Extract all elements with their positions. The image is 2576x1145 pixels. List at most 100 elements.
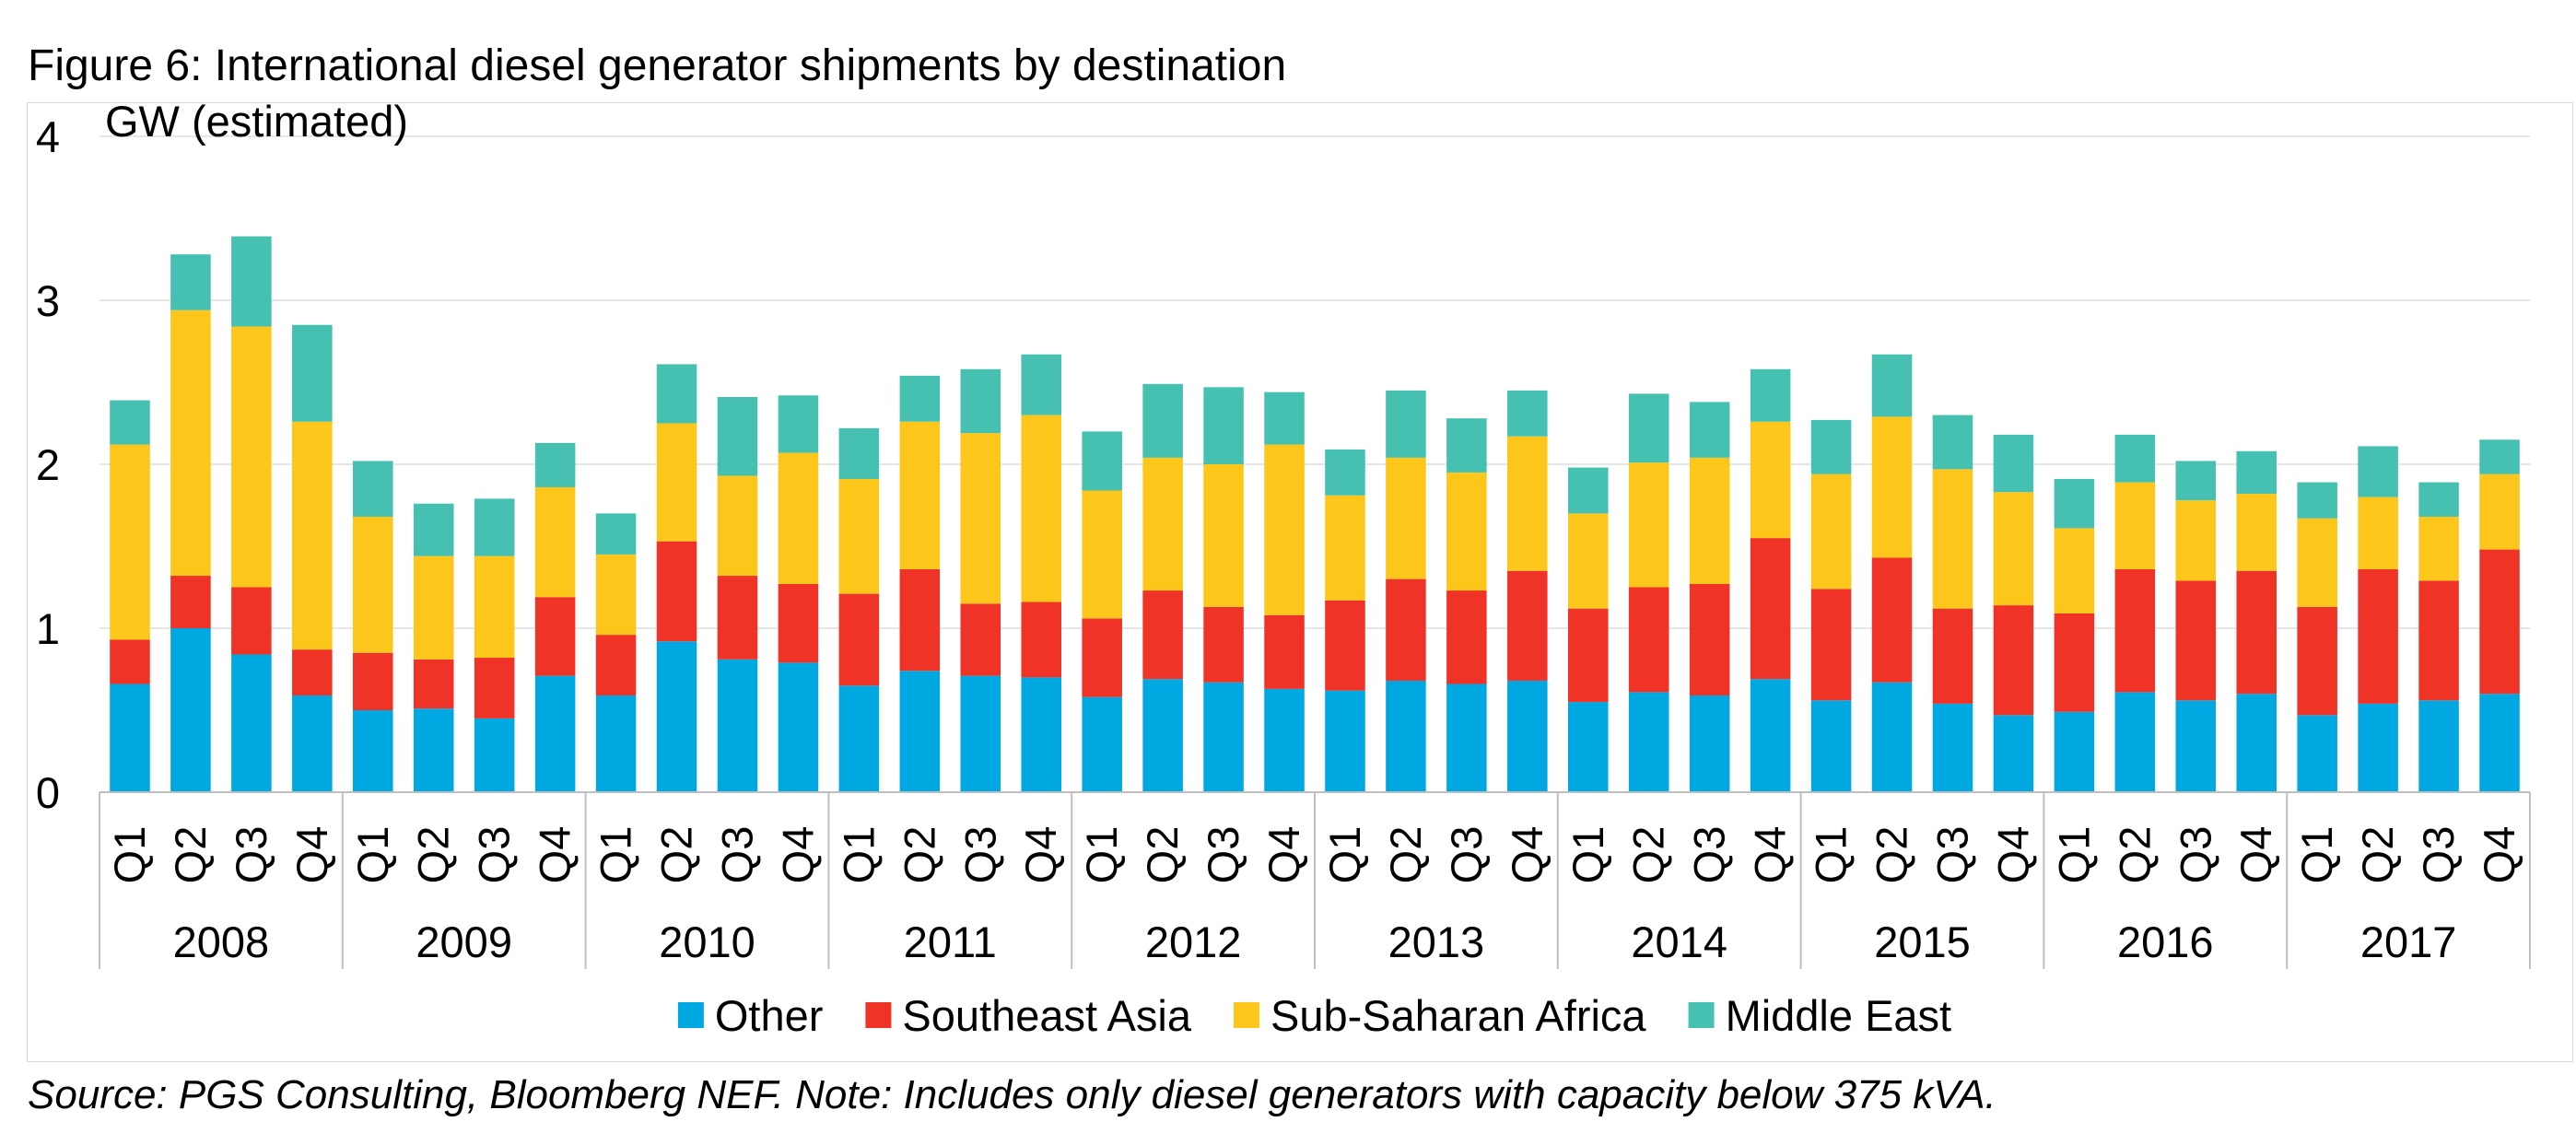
x-tick-label-5: Q1	[348, 826, 397, 884]
bar-southeast-asia-1	[110, 639, 150, 684]
bar-middle-east-18	[1142, 383, 1183, 458]
bar-southeast-asia-17	[1082, 618, 1122, 697]
x-tick-label-12: Q4	[773, 826, 822, 884]
x-tick-label-27: Q3	[1685, 826, 1734, 884]
bar-sub-saharan-africa-16	[1021, 415, 1061, 602]
bar-other-36	[2236, 694, 2277, 792]
bar-sub-saharan-africa-9	[595, 554, 637, 636]
year-label-2017: 2017	[2360, 917, 2457, 966]
bar-sub-saharan-africa-38	[2358, 497, 2398, 569]
bar-middle-east-37	[2297, 482, 2337, 519]
bar-middle-east-38	[2358, 446, 2398, 497]
x-tick-label-9: Q1	[591, 826, 640, 884]
bar-other-15	[960, 675, 1001, 792]
bar-sub-saharan-africa-13	[838, 479, 880, 594]
bar-middle-east-39	[2418, 482, 2459, 517]
bar-other-33	[2054, 711, 2095, 792]
x-tick-label-32: Q4	[1988, 826, 2037, 884]
legend-label-southeast-asia: Southeast Asia	[902, 991, 1191, 1040]
year-label-2014: 2014	[1631, 917, 1727, 966]
bar-other-37	[2297, 715, 2337, 792]
bar-middle-east-11	[717, 397, 758, 476]
bar-other-3	[231, 654, 272, 792]
bar-middle-east-28	[1750, 368, 1791, 422]
x-tick-label-36: Q4	[2231, 826, 2280, 884]
legend-label-other: Other	[715, 991, 824, 1040]
bar-middle-east-23	[1446, 418, 1487, 473]
x-tick-label-40: Q4	[2475, 826, 2523, 884]
x-tick-label-38: Q2	[2353, 826, 2402, 884]
bar-sub-saharan-africa-17	[1082, 490, 1122, 619]
x-tick-label-11: Q3	[712, 826, 761, 884]
x-tick-label-29: Q1	[1807, 826, 1856, 884]
bar-sub-saharan-africa-27	[1689, 457, 1730, 584]
x-tick-label-7: Q3	[470, 826, 519, 884]
source-note: Source: PGS Consulting, Bloomberg NEF. N…	[28, 1072, 1996, 1117]
bar-sub-saharan-africa-18	[1142, 457, 1183, 591]
x-tick-label-16: Q4	[1016, 826, 1065, 884]
bar-sub-saharan-africa-1	[110, 444, 150, 640]
bar-southeast-asia-27	[1689, 583, 1730, 695]
x-tick-label-4: Q4	[287, 826, 336, 884]
bar-southeast-asia-19	[1203, 606, 1244, 683]
bar-sub-saharan-africa-26	[1628, 462, 1669, 588]
bar-other-22	[1386, 680, 1426, 792]
bar-other-12	[778, 662, 819, 792]
bar-sub-saharan-africa-33	[2054, 528, 2095, 613]
chart-frame	[27, 102, 2573, 1062]
bar-sub-saharan-africa-21	[1325, 495, 1365, 601]
bar-other-20	[1264, 688, 1305, 792]
bar-middle-east-2	[170, 254, 211, 310]
bar-southeast-asia-3	[231, 587, 272, 655]
bar-southeast-asia-26	[1628, 587, 1669, 693]
y-tick-label-1: 1	[36, 604, 60, 653]
bar-southeast-asia-15	[960, 603, 1001, 676]
bar-sub-saharan-africa-8	[534, 486, 576, 598]
bar-middle-east-20	[1264, 391, 1305, 445]
x-tick-label-28: Q4	[1746, 826, 1795, 884]
bar-middle-east-17	[1082, 431, 1122, 491]
bar-southeast-asia-11	[717, 576, 758, 660]
bar-other-9	[595, 695, 637, 792]
y-tick-label-3: 3	[36, 276, 60, 325]
bar-middle-east-5	[353, 461, 393, 517]
year-label-2009: 2009	[416, 917, 512, 966]
bar-southeast-asia-21	[1325, 600, 1365, 691]
bar-middle-east-40	[2479, 439, 2520, 474]
chart-title: Figure 6: International diesel generator…	[28, 41, 1287, 90]
bar-series	[110, 236, 2520, 792]
bar-sub-saharan-africa-37	[2297, 518, 2337, 607]
legend: Other Southeast Asia Sub-Saharan Africa Mid…	[677, 991, 1951, 1040]
year-label-2015: 2015	[1874, 917, 1971, 966]
bar-southeast-asia-25	[1568, 608, 1609, 703]
bar-southeast-asia-38	[2358, 568, 2398, 704]
bar-middle-east-30	[1871, 354, 1913, 417]
x-tick-label-21: Q1	[1320, 826, 1369, 884]
x-tick-label-30: Q2	[1868, 826, 1916, 884]
bar-other-8	[534, 675, 576, 792]
bar-sub-saharan-africa-28	[1750, 421, 1791, 539]
bar-sub-saharan-africa-31	[1932, 469, 1973, 609]
bar-other-32	[1993, 715, 2034, 792]
bar-southeast-asia-40	[2479, 549, 2520, 695]
bar-other-19	[1203, 682, 1244, 792]
x-tick-label-19: Q3	[1199, 826, 1247, 884]
bar-other-11	[717, 659, 758, 792]
bar-other-38	[2358, 703, 2398, 792]
bar-middle-east-34	[2114, 434, 2156, 483]
bar-middle-east-16	[1021, 354, 1061, 415]
bar-southeast-asia-29	[1810, 589, 1852, 701]
bar-middle-east-26	[1628, 393, 1669, 463]
bar-sub-saharan-africa-23	[1446, 472, 1487, 591]
bar-southeast-asia-20	[1264, 614, 1305, 689]
bar-middle-east-8	[534, 442, 576, 487]
bar-middle-east-6	[413, 503, 454, 556]
bar-sub-saharan-africa-10	[656, 423, 697, 542]
bar-other-40	[2479, 694, 2520, 792]
bar-sub-saharan-africa-12	[778, 452, 819, 584]
x-tick-label-39: Q3	[2414, 826, 2463, 884]
bar-middle-east-7	[474, 498, 515, 556]
bar-sub-saharan-africa-6	[413, 555, 454, 660]
bar-middle-east-10	[656, 364, 697, 424]
bar-middle-east-22	[1386, 390, 1426, 458]
